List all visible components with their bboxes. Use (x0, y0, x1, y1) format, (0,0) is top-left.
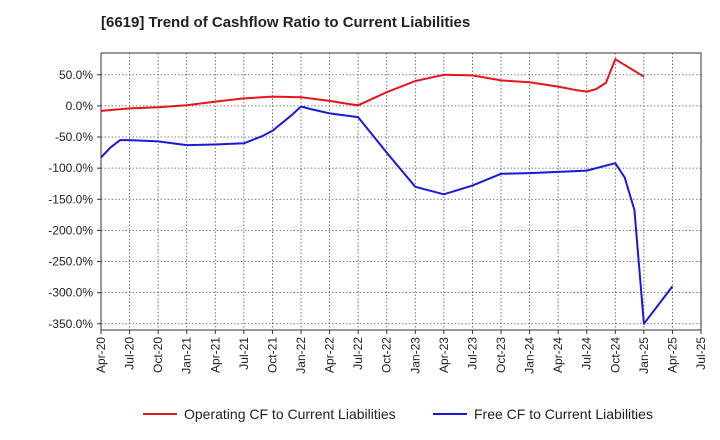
x-tick-label: Oct-22 (380, 337, 394, 373)
y-tick-label: -100.0% (48, 161, 93, 175)
x-tick-label: Oct-21 (265, 337, 279, 373)
series-line-operating-cf (100, 58, 645, 112)
x-tick-label: Jan-25 (637, 337, 651, 374)
x-tick-label: Oct-20 (151, 337, 165, 373)
x-tick-label: Jul-22 (351, 337, 365, 370)
series-line-free-cf (100, 105, 674, 325)
x-tick-label: Apr-23 (437, 337, 451, 373)
chart-title: [6619] Trend of Cashflow Ratio to Curren… (101, 14, 471, 31)
x-tick-label: Jul-21 (237, 337, 251, 370)
series-lines (100, 58, 674, 325)
legend-operating-cf-label: Operating CF to Current Liabilities (184, 406, 396, 422)
x-axis-ticks: Apr-20 Jul-20 Oct-20 Jan-21 Apr-21 Jul-21 Oct-… (94, 330, 708, 374)
x-tick-label: Apr-24 (551, 337, 565, 373)
x-tick-label: Apr-20 (94, 337, 108, 373)
x-tick-label: Apr-22 (323, 337, 337, 373)
y-tick-label: 0.0% (66, 99, 94, 113)
y-tick-label: -350.0% (48, 317, 93, 331)
x-tick-label: Jan-22 (294, 337, 308, 374)
x-tick-label: Jul-24 (580, 337, 594, 370)
x-tick-label: Jan-23 (408, 337, 422, 374)
x-tick-label: Jan-24 (523, 337, 537, 374)
x-tick-label: Apr-21 (208, 337, 222, 373)
x-tick-label: Jul-20 (123, 337, 137, 370)
y-tick-label: -200.0% (48, 223, 93, 237)
y-axis-ticks: 50.0% 0.0% -50.0% -100.0% -150.0% -200.0% -250… (48, 68, 101, 331)
y-tick-label: 50.0% (59, 68, 93, 82)
plot-frame (100, 52, 702, 331)
plot-area (101, 53, 701, 330)
legend: Operating CF to Current Liabilities Free … (143, 406, 653, 422)
x-tick-label: Oct-23 (494, 337, 508, 373)
x-tick-label: Jan-21 (180, 337, 194, 374)
y-tick-label: -50.0% (55, 130, 93, 144)
y-tick-label: -250.0% (48, 255, 93, 269)
x-tick-label: Jul-25 (694, 337, 708, 370)
legend-free-cf-label: Free CF to Current Liabilities (474, 406, 653, 422)
x-tick-label: Apr-25 (665, 337, 679, 373)
y-tick-label: -150.0% (48, 192, 93, 206)
x-tick-label: Oct-24 (608, 337, 622, 373)
y-tick-label: -300.0% (48, 286, 93, 300)
x-tick-label: Jul-23 (465, 337, 479, 370)
